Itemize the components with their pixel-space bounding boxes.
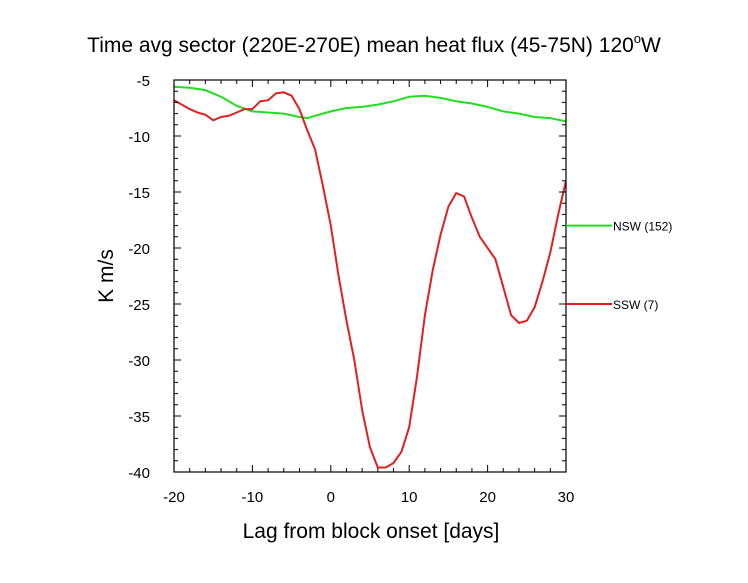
plot-area [174, 85, 566, 469]
chart-title: Time avg sector (220E-270E) mean heat fl… [87, 31, 661, 57]
legend-label-1: SSW (7) [613, 298, 658, 312]
y-tick-label: -5 [137, 73, 150, 90]
x-axis-label: Lag from block onset [days] [243, 520, 500, 543]
legend-label-0: NSW (152) [613, 220, 672, 234]
x-tick-label: 20 [479, 489, 496, 506]
series-group [174, 85, 566, 469]
y-tick-label: -10 [128, 129, 150, 146]
title-layer: Time avg sector (220E-270E) mean heat fl… [87, 31, 661, 57]
x-tick-label: -10 [242, 489, 264, 506]
y-tick-label: -20 [128, 241, 150, 258]
legend: NSW (152) SSW (7) [566, 220, 672, 312]
series-line-0 [174, 85, 566, 123]
y-tick-label: -30 [128, 353, 150, 370]
x-tick-label: 30 [558, 489, 575, 506]
y-axis-label: K m/s [95, 249, 118, 303]
title-superscript: o [634, 31, 641, 46]
x-tick-label: 10 [401, 489, 418, 506]
y-tick-label: -35 [128, 409, 150, 426]
axes: -20 -10 0 10 20 30 -5 -10 -15 -20 -25 -30 -35 -40 [128, 73, 574, 506]
title-suffix: W [641, 34, 661, 57]
x-tick-label: -20 [163, 489, 185, 506]
y-tick-label: -25 [128, 297, 150, 314]
title-main: Time avg sector (220E-270E) mean heat fl… [87, 34, 634, 57]
x-tick-label: 0 [327, 489, 335, 506]
plot-frame [173, 79, 567, 473]
series-line-1 [174, 91, 566, 469]
y-tick-label: -40 [128, 465, 150, 482]
y-tick-label: -15 [128, 185, 150, 202]
